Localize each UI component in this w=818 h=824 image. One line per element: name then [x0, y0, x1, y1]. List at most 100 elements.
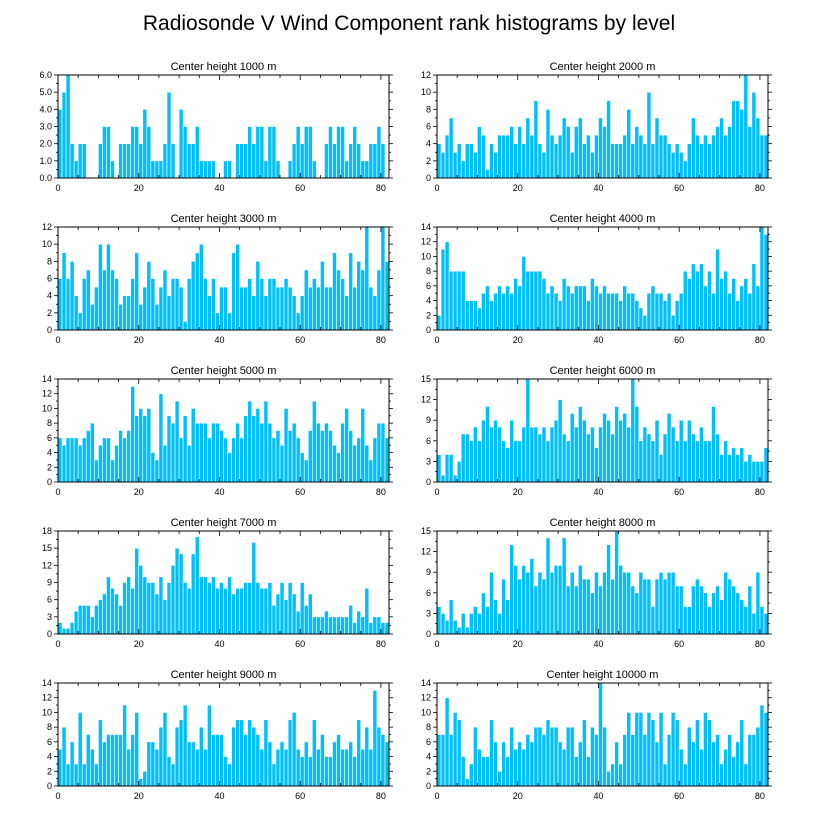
bar	[134, 415, 140, 483]
x-tick-label: 80	[376, 639, 386, 649]
bar	[448, 454, 454, 483]
bar	[57, 437, 63, 483]
bar	[166, 295, 172, 331]
x-tick-label: 0	[434, 791, 439, 801]
bar	[372, 143, 378, 179]
bar	[485, 406, 490, 483]
bar	[691, 741, 696, 787]
bar	[85, 605, 91, 635]
bar	[662, 134, 668, 179]
bar	[263, 295, 269, 331]
x-tick-label: 0	[434, 639, 439, 649]
bar	[759, 606, 765, 635]
bar	[307, 593, 313, 635]
bar	[691, 585, 696, 635]
bar	[517, 741, 523, 787]
y-tick-label: 15	[421, 374, 431, 384]
bar	[493, 151, 498, 179]
bar	[77, 712, 83, 787]
y-tick-label: 10	[421, 251, 431, 261]
bar	[650, 285, 656, 331]
bar	[715, 126, 720, 179]
bar	[384, 261, 390, 331]
bar	[291, 143, 297, 179]
bar	[239, 143, 244, 179]
bar	[489, 300, 494, 331]
panel-title: Center height 7000 m	[171, 517, 277, 529]
bar	[682, 160, 688, 179]
y-tick-label: 10	[42, 707, 52, 717]
y-tick-label: 14	[421, 222, 431, 232]
bar	[436, 606, 442, 635]
bar	[231, 252, 236, 331]
bar	[505, 134, 510, 179]
y-tick-label: 10	[42, 403, 52, 413]
bar	[440, 474, 446, 483]
y-tick-label: 12	[421, 547, 431, 557]
bar	[223, 587, 228, 635]
bar	[150, 452, 156, 483]
bar	[537, 270, 543, 331]
x-tick-label: 40	[593, 335, 603, 345]
bar	[211, 160, 216, 179]
bar	[239, 587, 244, 635]
chart-panel-4: Center height 4000 m 0 20 40 60 80 0 2 4 6 8 10 12 14	[421, 213, 772, 345]
bar	[328, 430, 333, 483]
x-tick-label: 0	[434, 335, 439, 345]
bar	[307, 126, 313, 179]
chart-panel-5: Center height 5000 m 0 20 40 60 80 0 2 4 6 8 10 12 14	[42, 365, 393, 497]
bar	[561, 537, 567, 635]
bar	[263, 587, 269, 635]
bar	[703, 285, 708, 331]
bar	[630, 292, 636, 331]
bar	[364, 444, 370, 483]
bar	[666, 143, 672, 179]
bar	[642, 578, 648, 635]
bar	[368, 622, 374, 635]
bar	[711, 592, 716, 635]
y-tick-label: 2	[47, 308, 52, 318]
bar	[582, 285, 587, 331]
bar	[227, 576, 232, 635]
bar	[122, 437, 127, 483]
bar	[251, 726, 257, 787]
y-tick-label: 10	[421, 87, 431, 97]
bar	[658, 134, 664, 179]
bar	[525, 117, 531, 179]
bar	[711, 741, 716, 787]
y-tick-label: 4	[47, 448, 52, 458]
bar	[81, 143, 87, 179]
bar	[545, 719, 551, 787]
bar	[255, 261, 261, 331]
bar	[227, 160, 232, 179]
bar	[497, 613, 502, 635]
bar	[344, 748, 349, 787]
x-tick-label: 0	[55, 487, 60, 497]
bar	[57, 109, 63, 179]
bar	[682, 270, 688, 331]
bar	[194, 252, 200, 331]
bar	[695, 578, 700, 635]
bar	[190, 261, 196, 331]
bar	[291, 712, 297, 787]
bar	[444, 134, 450, 179]
bar	[541, 278, 547, 331]
bar	[239, 719, 244, 787]
y-tick-label: 12	[421, 395, 431, 405]
bar	[118, 430, 123, 483]
bar	[537, 571, 543, 635]
bar	[316, 286, 321, 331]
bar	[102, 741, 107, 787]
bar	[235, 719, 240, 787]
y-tick-label: 2	[426, 156, 431, 166]
bar	[682, 606, 688, 635]
bar	[707, 270, 712, 331]
bar	[654, 741, 660, 787]
bar	[731, 756, 737, 787]
y-tick-label: 18	[42, 526, 52, 536]
bar	[521, 565, 527, 635]
bar	[525, 378, 531, 483]
x-tick-label: 60	[674, 791, 684, 801]
bar	[468, 300, 474, 331]
bar	[291, 295, 297, 331]
